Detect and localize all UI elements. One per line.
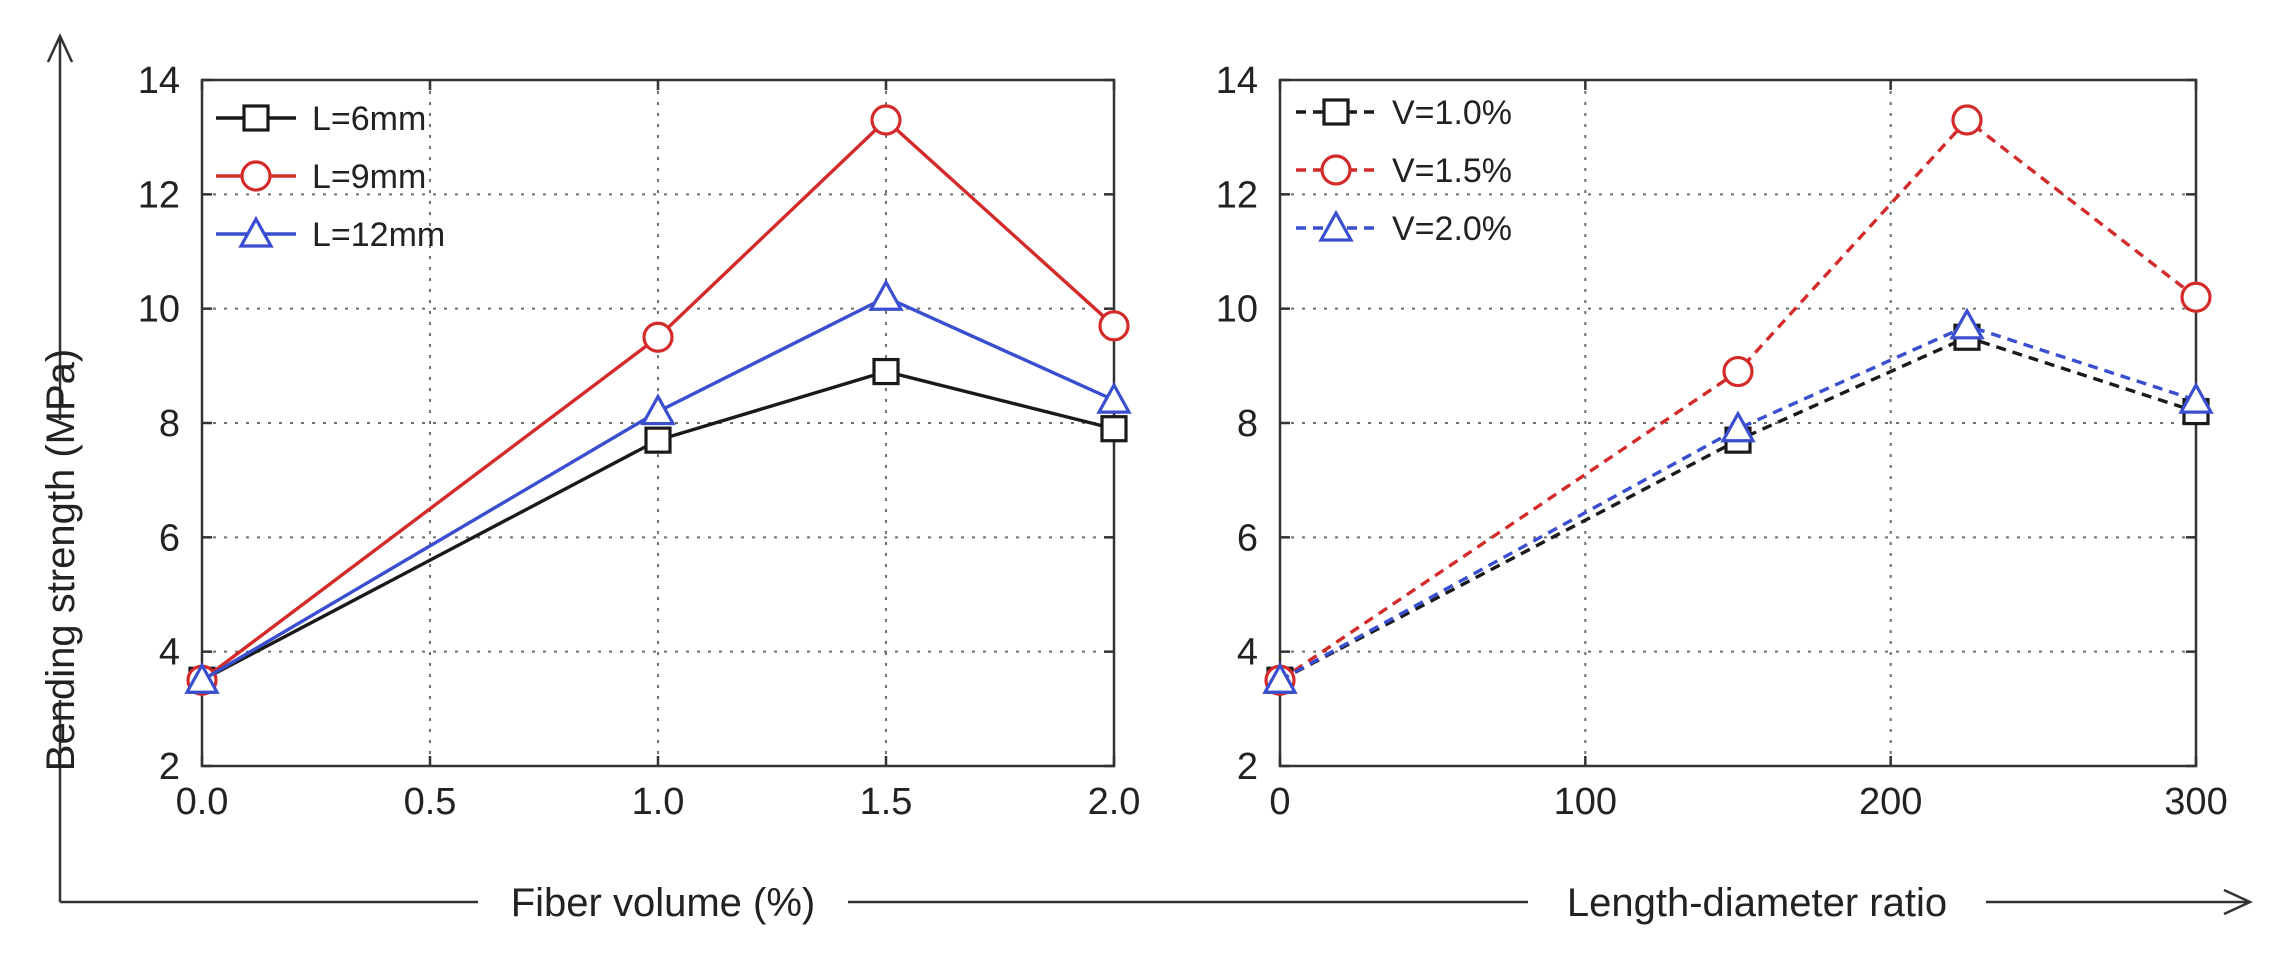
series-line-L=6mm xyxy=(201,369,1115,682)
data-point-V=1.5% xyxy=(1722,355,1754,388)
y-tick-label: 10 xyxy=(1216,289,1258,331)
legend-marker xyxy=(242,104,270,132)
y-tick-label: 6 xyxy=(1237,517,1258,559)
y-tick-label: 2 xyxy=(1237,746,1258,788)
data-point-V=1.5% xyxy=(2180,281,2212,313)
outer-y-arrow xyxy=(46,33,74,902)
y-tick-label: 4 xyxy=(159,632,180,674)
y-axis-title: Bending strength (MPa) xyxy=(39,349,83,771)
outer-x-arrowhead xyxy=(2223,888,2253,916)
y-tick-label: 2 xyxy=(159,746,180,788)
legend-label: V=1.5% xyxy=(1392,152,1512,190)
data-point-V=2.0% xyxy=(1262,661,1298,694)
y-tick-label: 14 xyxy=(1216,60,1258,102)
series-line-V=1.5% xyxy=(1279,117,2198,682)
x-axis-title-left: Fiber volume (%) xyxy=(511,881,816,925)
data-point-V=2.0% xyxy=(1720,410,1756,443)
data-point-L=6mm xyxy=(1100,415,1128,443)
legend-label: V=1.0% xyxy=(1392,94,1512,132)
outer-y-arrowhead xyxy=(46,33,74,63)
data-point-L=12mm xyxy=(184,661,220,694)
chart-left-fiber-volume: 0.0 0.5 1.0 1.5 2.0 2 4 6 8 10 12 14 L=6mm L=9mm L=12m… xyxy=(138,60,1141,823)
legend-label: L=6mm xyxy=(312,100,426,138)
x-tick-label: 300 xyxy=(2164,781,2227,823)
x-tick-label: 200 xyxy=(1859,781,1922,823)
y-tick-label: 12 xyxy=(138,174,180,216)
x-tick-label: 0 xyxy=(1269,781,1290,823)
legend-marker xyxy=(1318,209,1354,242)
y-tick-label: 14 xyxy=(138,60,180,102)
series-line-L=9mm xyxy=(200,117,1116,682)
data-point-L=9mm xyxy=(1098,310,1130,342)
legend-marker xyxy=(240,160,272,192)
legend-marker xyxy=(1320,154,1352,186)
x-axis-title-right: Length-diameter ratio xyxy=(1567,881,1947,925)
x-tick-label: 0.0 xyxy=(176,781,229,823)
data-point-L=6mm xyxy=(872,357,900,386)
y-tick-label: 4 xyxy=(1237,632,1258,674)
x-tick-label: 100 xyxy=(1554,781,1617,823)
x-tick-label: 1.0 xyxy=(632,781,685,823)
x-tick-label: 1.5 xyxy=(860,781,913,823)
data-point-L=12mm xyxy=(640,393,676,426)
x-tick-label: 2.0 xyxy=(1088,781,1141,823)
x-tick-label: 0.5 xyxy=(404,781,457,823)
chart-right-length-diameter: 0 100 200 300 2 4 6 8 10 12 14 V=1.0% V=1.5% V=2.0% xyxy=(1216,60,2228,823)
data-point-V=2.0% xyxy=(2178,381,2214,414)
y-tick-label: 8 xyxy=(1237,403,1258,445)
data-point-L=12mm xyxy=(868,278,904,311)
legend-label: V=2.0% xyxy=(1392,210,1512,248)
series-line-L=12mm xyxy=(201,295,1115,682)
data-point-L=12mm xyxy=(1096,381,1132,414)
data-point-L=9mm xyxy=(870,104,902,136)
data-point-V=2.0% xyxy=(1949,307,1985,340)
data-point-L=6mm xyxy=(644,426,672,454)
y-tick-label: 8 xyxy=(159,403,180,445)
data-point-L=9mm xyxy=(642,321,674,353)
y-tick-label: 10 xyxy=(138,289,180,331)
series-line-V=1.0% xyxy=(1279,335,2197,682)
y-tick-label: 6 xyxy=(159,517,180,559)
legend-marker xyxy=(238,215,274,248)
data-point-V=1.5% xyxy=(1951,104,1983,136)
y-tick-label: 12 xyxy=(1216,174,1258,216)
legend-label: L=12mm xyxy=(312,216,445,254)
outer-x-arrow xyxy=(60,888,2253,916)
legend-label: L=9mm xyxy=(312,158,426,196)
legend-marker xyxy=(1322,98,1350,126)
series-line-V=2.0% xyxy=(1279,323,2197,682)
